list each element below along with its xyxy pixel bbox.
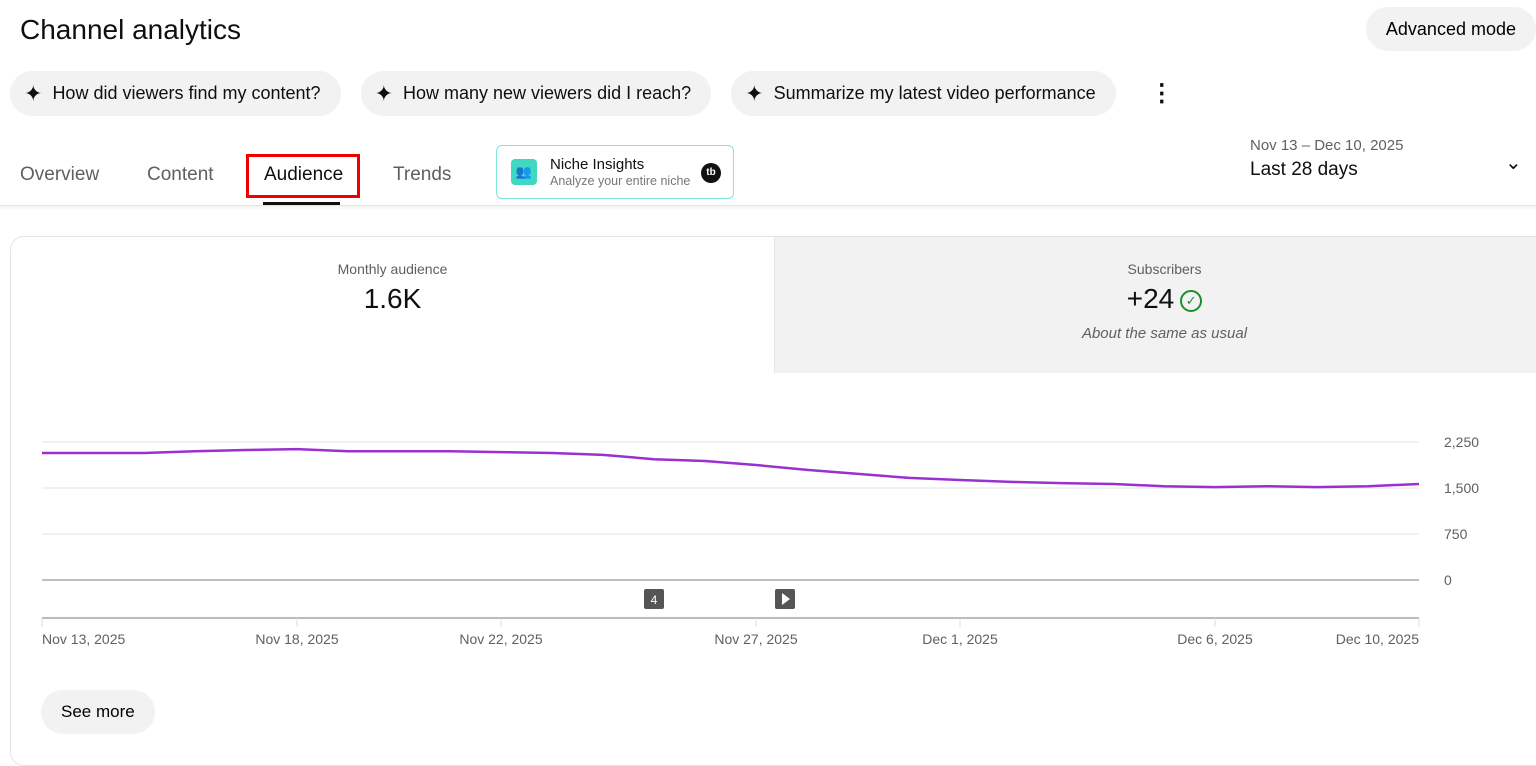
metric-label: Subscribers xyxy=(1127,261,1202,277)
date-range[interactable]: Nov 13 – Dec 10, 2025 xyxy=(1250,137,1404,154)
chevron-down-icon[interactable]: ⌄ xyxy=(1505,152,1522,174)
marker-count: 4 xyxy=(651,593,658,607)
sparkle-icon: ✦ xyxy=(745,80,764,106)
check-circle-icon: ✓ xyxy=(1180,289,1203,312)
x-tick-label: Nov 22, 2025 xyxy=(459,631,542,647)
chip-label: Summarize my latest video performance xyxy=(773,83,1096,103)
chip-label: How many new viewers did I reach? xyxy=(403,83,692,103)
date-preset[interactable]: Last 28 days xyxy=(1250,159,1358,180)
tab-audience[interactable]: Audience xyxy=(264,164,344,185)
tab-bar: Overview Content Audience Trends 👥 Niche… xyxy=(0,118,1536,206)
highlight-box xyxy=(246,154,360,198)
metric-label: Monthly audience xyxy=(337,261,448,277)
series-line xyxy=(42,447,1420,489)
active-tab-indicator xyxy=(263,202,340,205)
x-tick-label: Nov 18, 2025 xyxy=(255,631,338,647)
suggestion-chip[interactable]: ✦ Summarize my latest video performance xyxy=(731,71,1116,116)
tubebuddy-logo: tb xyxy=(701,163,721,183)
x-tick-label: Dec 1, 2025 xyxy=(922,631,998,647)
tab-overview[interactable]: Overview xyxy=(20,164,100,185)
y-tick-label: 1,500 xyxy=(1444,480,1479,496)
niche-insights-button[interactable]: 👥 Niche Insights Analyze your entire nic… xyxy=(496,145,734,199)
tab-trends[interactable]: Trends xyxy=(393,164,452,185)
metric-note: About the same as usual xyxy=(1081,325,1248,342)
sparkle-icon: ✦ xyxy=(374,80,393,106)
suggestion-chip[interactable]: ✦ How did viewers find my content? xyxy=(10,71,341,116)
people-icon: 👥 xyxy=(511,159,537,185)
chip-label: How did viewers find my content? xyxy=(52,83,321,103)
metric-subscribers[interactable]: Subscribers +24 ✓ About the same as usual xyxy=(774,237,1536,373)
x-tick-label: Dec 6, 2025 xyxy=(1177,631,1253,647)
suggestion-chip[interactable]: ✦ How many new viewers did I reach? xyxy=(360,71,712,116)
y-tick-label: 750 xyxy=(1444,526,1468,542)
metric-value: +24 xyxy=(1126,283,1175,314)
page-title: Channel analytics xyxy=(20,14,242,45)
metric-value: 1.6K xyxy=(363,283,422,314)
more-vert-icon[interactable]: ⋮ xyxy=(1149,80,1174,107)
audience-card: Monthly audience 1.6K Subscribers +24 ✓ A… xyxy=(10,236,1536,766)
x-tick-label: Nov 27, 2025 xyxy=(714,631,797,647)
tab-content[interactable]: Content xyxy=(147,164,214,185)
y-tick-label: 0 xyxy=(1444,572,1452,588)
niche-subtitle: Analyze your entire niche xyxy=(550,174,691,188)
niche-title: Niche Insights xyxy=(550,156,645,173)
y-tick-label: 2,250 xyxy=(1444,434,1479,450)
sparkle-icon: ✦ xyxy=(24,80,43,106)
x-tick-label: Dec 10, 2025 xyxy=(1336,631,1419,647)
video-marker xyxy=(644,589,664,609)
suggestion-chips: ✦ How did viewers find my content? ✦ How m… xyxy=(10,71,1174,116)
x-tick-label: Nov 13, 2025 xyxy=(42,631,125,647)
line-chart: 2,250 1,500 750 0 Nov 13, 2025 Nov 18, 2025 No… xyxy=(41,434,1479,647)
advanced-mode-button[interactable]: Advanced mode xyxy=(1365,7,1536,51)
see-more-button[interactable]: See more xyxy=(41,690,155,734)
metric-monthly-audience[interactable]: Monthly audience 1.6K xyxy=(11,237,774,373)
play-icon xyxy=(782,593,790,605)
